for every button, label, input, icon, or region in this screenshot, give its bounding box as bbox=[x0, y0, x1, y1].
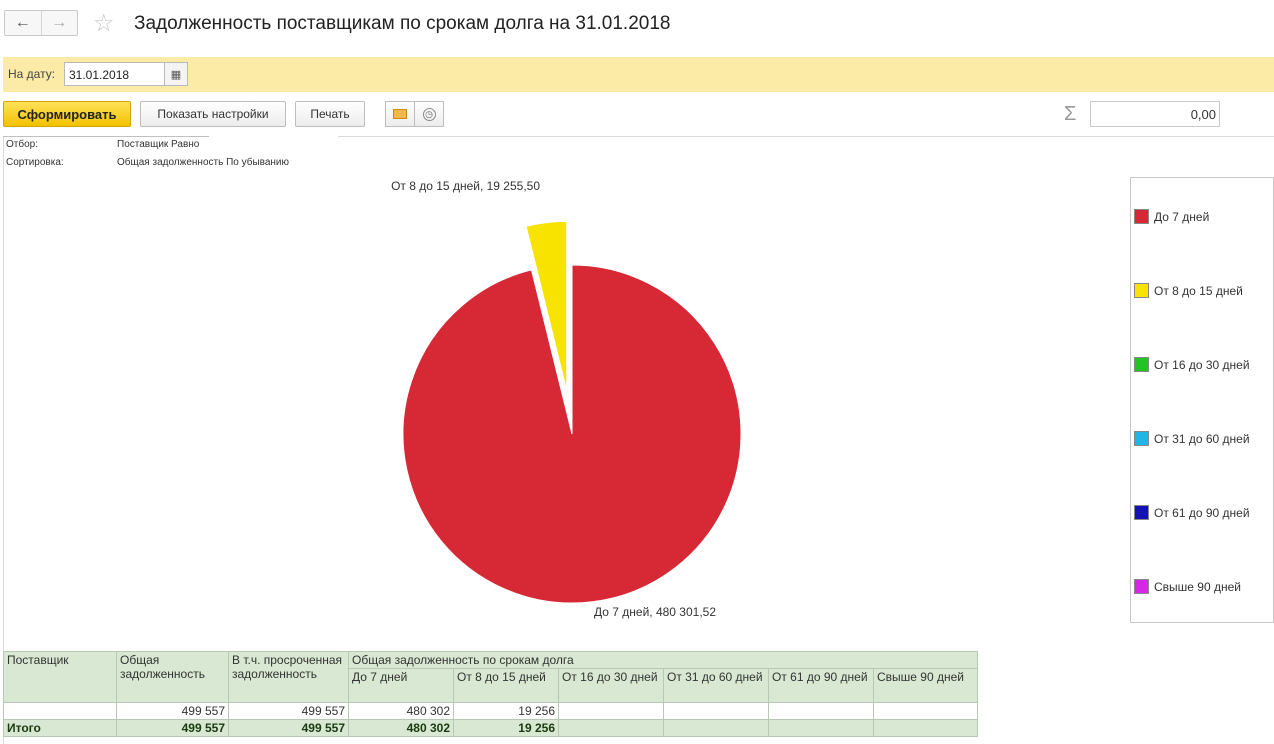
legend-item: От 16 до 30 дней bbox=[1134, 357, 1250, 372]
header-bucket-1: До 7 дней bbox=[348, 668, 454, 703]
legend-item: От 8 до 15 дней bbox=[1134, 283, 1243, 298]
legend-swatch bbox=[1134, 505, 1149, 520]
back-button[interactable]: ← bbox=[5, 11, 41, 35]
date-input[interactable]: 31.01.2018 bbox=[64, 62, 165, 86]
totals-bucket-1: 480 302 bbox=[348, 719, 454, 737]
cell-bucket-3 bbox=[558, 702, 664, 720]
legend-item: Свыше 90 дней bbox=[1134, 579, 1241, 594]
pie-slice[interactable] bbox=[525, 220, 568, 391]
sort-value: Общая задолженность По убыванию bbox=[117, 157, 289, 168]
clock-icon: ◷ bbox=[422, 107, 436, 121]
page-title: Задолженность поставщикам по срокам долг… bbox=[134, 13, 671, 34]
legend-label: От 8 до 15 дней bbox=[1154, 283, 1243, 298]
legend-label: От 16 до 30 дней bbox=[1154, 357, 1250, 372]
calendar-icon[interactable]: ▦ bbox=[165, 62, 188, 86]
legend-item: От 61 до 90 дней bbox=[1134, 505, 1250, 520]
cell-overdue: 499 557 bbox=[228, 702, 349, 720]
totals-total: 499 557 bbox=[116, 719, 229, 737]
header-bucket-5: От 61 до 90 дней bbox=[768, 668, 874, 703]
sum-field[interactable]: 0,00 bbox=[1090, 101, 1220, 127]
date-label: На дату: bbox=[8, 67, 56, 81]
report-area[interactable] bbox=[3, 136, 1274, 744]
generate-button[interactable]: Сформировать bbox=[3, 101, 131, 127]
totals-row[interactable]: Итого 499 557 499 557 480 302 19 256 bbox=[3, 719, 978, 737]
report-divider bbox=[3, 136, 209, 137]
pie-slice-label: До 7 дней, 480 301,52 bbox=[594, 605, 716, 619]
legend-label: От 61 до 90 дней bbox=[1154, 505, 1250, 520]
cell-total: 499 557 bbox=[116, 702, 229, 720]
report-divider bbox=[338, 136, 1274, 137]
legend-item: До 7 дней bbox=[1134, 209, 1209, 224]
sort-label: Сортировка: bbox=[6, 157, 64, 168]
parameters-panel: На дату: 31.01.2018 ▦ bbox=[3, 57, 1274, 92]
header-overdue: В т.ч. просроченная задолженность bbox=[228, 651, 349, 703]
totals-bucket-3 bbox=[558, 719, 664, 737]
cell-bucket-6 bbox=[873, 702, 978, 720]
envelope-icon bbox=[393, 109, 407, 119]
totals-overdue: 499 557 bbox=[228, 719, 349, 737]
cell-bucket-2: 19 256 bbox=[453, 702, 559, 720]
report-table: Поставщик Общая задолженность В т.ч. про… bbox=[3, 651, 978, 737]
legend-item: От 31 до 60 дней bbox=[1134, 431, 1250, 446]
cell-bucket-4 bbox=[663, 702, 769, 720]
header-bucket-3: От 16 до 30 дней bbox=[558, 668, 664, 703]
sigma-icon: Σ bbox=[1064, 103, 1077, 125]
header-group: Общая задолженность по срокам долга bbox=[348, 651, 978, 669]
forward-button[interactable]: → bbox=[40, 11, 78, 35]
legend-swatch bbox=[1134, 209, 1149, 224]
schedule-button[interactable]: ◷ bbox=[414, 101, 444, 127]
header-supplier: Поставщик bbox=[3, 651, 117, 703]
header-bucket-2: От 8 до 15 дней bbox=[453, 668, 559, 703]
legend-swatch bbox=[1134, 357, 1149, 372]
totals-bucket-6 bbox=[873, 719, 978, 737]
totals-bucket-2: 19 256 bbox=[453, 719, 559, 737]
cell-bucket-1: 480 302 bbox=[348, 702, 454, 720]
header-total: Общая задолженность bbox=[116, 651, 229, 703]
filter-value: Поставщик Равно bbox=[117, 139, 200, 150]
legend-swatch bbox=[1134, 579, 1149, 594]
legend-swatch bbox=[1134, 431, 1149, 446]
legend-label: До 7 дней bbox=[1154, 209, 1210, 224]
filter-label: Отбор: bbox=[6, 139, 38, 150]
nav-buttons: ← → bbox=[4, 10, 78, 36]
legend-label: От 31 до 60 дней bbox=[1154, 431, 1250, 446]
legend-swatch bbox=[1134, 283, 1149, 298]
totals-bucket-5 bbox=[768, 719, 874, 737]
send-email-button[interactable] bbox=[385, 101, 415, 127]
star-icon[interactable]: ☆ bbox=[93, 10, 115, 37]
chart-legend: До 7 дней От 8 до 15 дней От 16 до 30 дней… bbox=[1130, 177, 1274, 623]
cell-bucket-5 bbox=[768, 702, 874, 720]
window-header: ← → ☆ Задолженность поставщикам по срока… bbox=[0, 0, 1274, 50]
print-button[interactable]: Печать bbox=[295, 101, 365, 127]
show-settings-button[interactable]: Показать настройки bbox=[140, 101, 286, 127]
pie-slice[interactable] bbox=[402, 264, 742, 604]
header-bucket-4: От 31 до 60 дней bbox=[663, 668, 769, 703]
cell-supplier bbox=[3, 702, 117, 720]
table-row[interactable]: 499 557 499 557 480 302 19 256 bbox=[3, 702, 978, 720]
header-bucket-6: Свыше 90 дней bbox=[873, 668, 978, 703]
arrow-right-icon: → bbox=[51, 14, 68, 31]
arrow-left-icon: ← bbox=[14, 14, 31, 31]
totals-bucket-4 bbox=[663, 719, 769, 737]
totals-label: Итого bbox=[3, 719, 117, 737]
legend-label: Свыше 90 дней bbox=[1154, 579, 1241, 594]
pie-slice-label: От 8 до 15 дней, 19 255,50 bbox=[391, 179, 540, 193]
